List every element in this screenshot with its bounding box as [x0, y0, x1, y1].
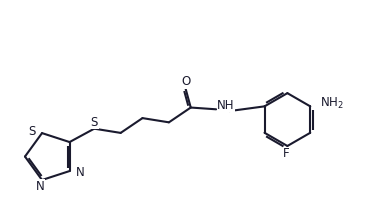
Text: N: N	[36, 180, 45, 193]
Text: NH: NH	[217, 99, 235, 112]
Text: NH$_2$: NH$_2$	[320, 96, 344, 111]
Text: S: S	[28, 125, 36, 138]
Text: F: F	[283, 147, 290, 160]
Text: S: S	[91, 116, 98, 129]
Text: N: N	[76, 166, 85, 179]
Text: O: O	[181, 75, 191, 88]
